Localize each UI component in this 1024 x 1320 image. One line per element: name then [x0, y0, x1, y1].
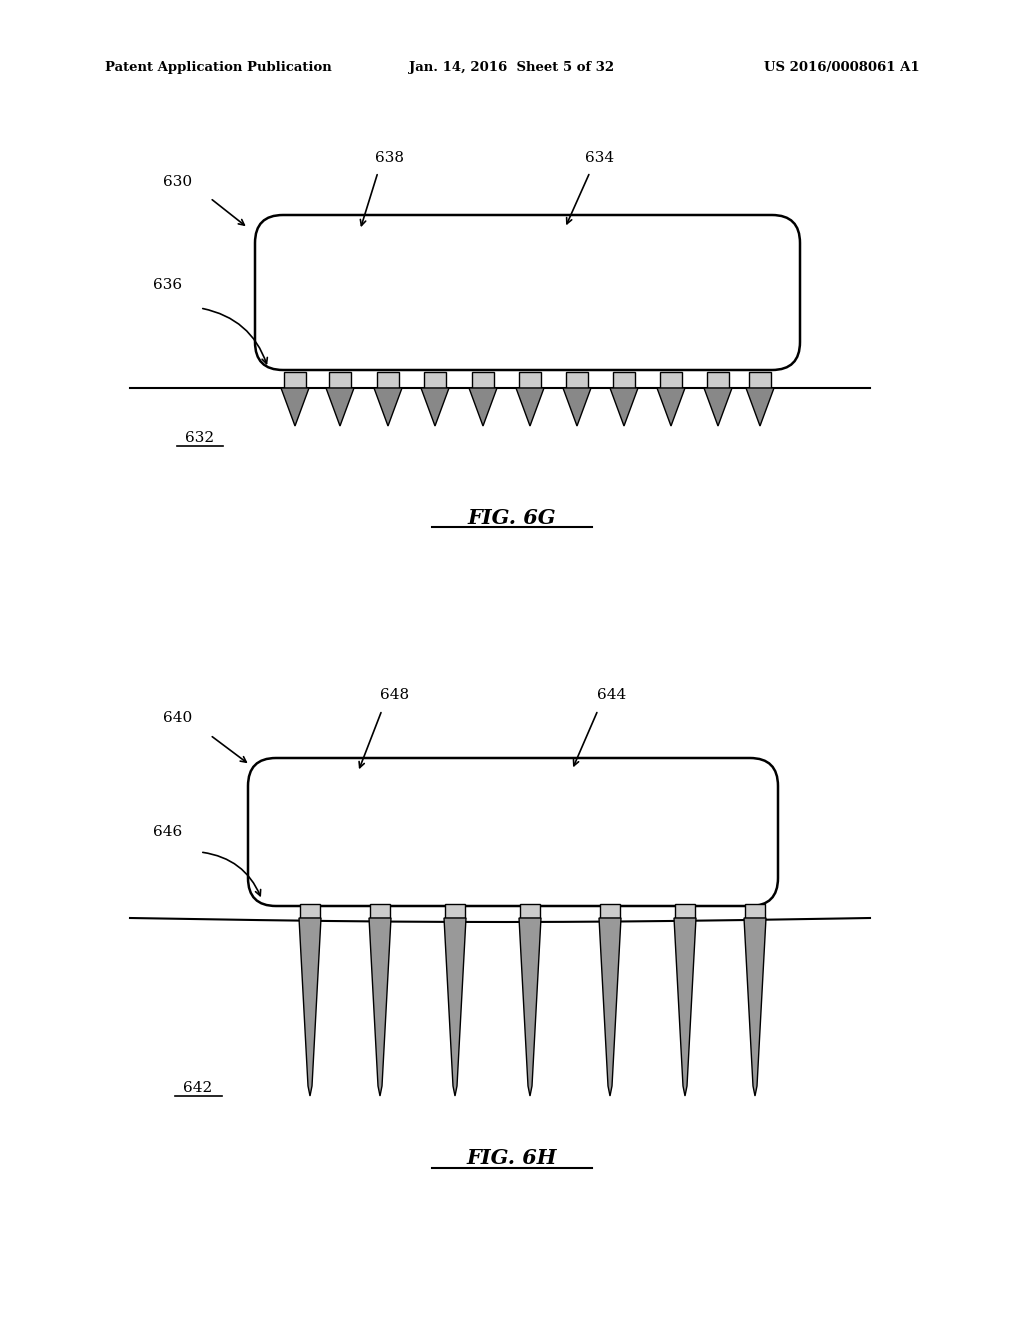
- Bar: [329, 372, 351, 388]
- Text: 634: 634: [586, 150, 614, 165]
- Polygon shape: [326, 388, 354, 426]
- Text: 630: 630: [164, 176, 193, 189]
- Text: 644: 644: [597, 688, 627, 702]
- Polygon shape: [563, 388, 591, 426]
- Polygon shape: [469, 388, 497, 426]
- Text: FIG. 6G: FIG. 6G: [468, 508, 556, 528]
- Bar: [472, 372, 494, 388]
- Bar: [300, 904, 319, 917]
- Text: 638: 638: [376, 150, 404, 165]
- FancyBboxPatch shape: [255, 215, 800, 370]
- Polygon shape: [674, 917, 696, 1096]
- Bar: [370, 904, 390, 917]
- Text: 640: 640: [164, 711, 193, 725]
- Polygon shape: [444, 917, 466, 1096]
- Bar: [600, 904, 620, 917]
- Bar: [424, 372, 446, 388]
- Polygon shape: [746, 388, 774, 426]
- Polygon shape: [421, 388, 449, 426]
- Polygon shape: [657, 388, 685, 426]
- Bar: [520, 904, 540, 917]
- Bar: [284, 372, 306, 388]
- Polygon shape: [299, 917, 321, 1096]
- Text: 632: 632: [185, 432, 215, 445]
- Bar: [660, 372, 682, 388]
- Bar: [613, 372, 635, 388]
- Polygon shape: [281, 388, 309, 426]
- Bar: [745, 904, 765, 917]
- Bar: [377, 372, 399, 388]
- Text: 636: 636: [154, 279, 182, 292]
- Polygon shape: [599, 917, 621, 1096]
- Text: US 2016/0008061 A1: US 2016/0008061 A1: [764, 62, 920, 74]
- Bar: [445, 904, 465, 917]
- Bar: [566, 372, 588, 388]
- Polygon shape: [374, 388, 402, 426]
- Polygon shape: [744, 917, 766, 1096]
- Text: FIG. 6H: FIG. 6H: [467, 1148, 557, 1168]
- Text: Patent Application Publication: Patent Application Publication: [105, 62, 332, 74]
- Bar: [519, 372, 541, 388]
- Polygon shape: [369, 917, 391, 1096]
- Text: 642: 642: [183, 1081, 213, 1096]
- Bar: [749, 372, 771, 388]
- Polygon shape: [519, 917, 541, 1096]
- Polygon shape: [705, 388, 732, 426]
- Text: 646: 646: [154, 825, 182, 840]
- Bar: [707, 372, 729, 388]
- FancyBboxPatch shape: [248, 758, 778, 906]
- Polygon shape: [610, 388, 638, 426]
- Bar: [675, 904, 695, 917]
- Text: 648: 648: [381, 688, 410, 702]
- Polygon shape: [516, 388, 544, 426]
- Text: Jan. 14, 2016  Sheet 5 of 32: Jan. 14, 2016 Sheet 5 of 32: [410, 62, 614, 74]
